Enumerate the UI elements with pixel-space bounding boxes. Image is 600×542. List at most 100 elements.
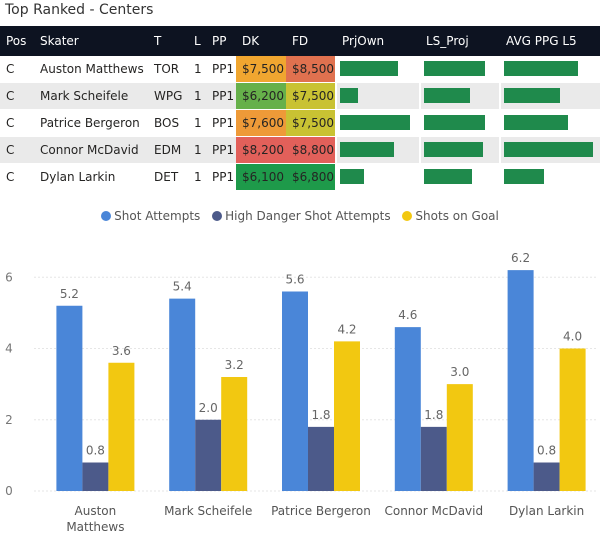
cell-ls_proj: [419, 56, 500, 83]
salary-value: $6,100: [242, 170, 284, 184]
data-label: 1.8: [311, 408, 330, 422]
x-tick-label: Dylan Larkin: [509, 504, 584, 518]
cell-prjown: [335, 56, 420, 83]
table-row[interactable]: C Auston Matthews TOR 1 PP1 $7,500 $8,500: [0, 56, 600, 83]
cell-team: WPG: [148, 82, 188, 110]
col-header-team[interactable]: T: [148, 26, 188, 56]
cell-fd-salary: $7,500: [286, 109, 336, 137]
cell-pp: PP1: [206, 56, 236, 83]
ls-proj-bar: [424, 88, 470, 103]
data-label: 0.8: [537, 444, 556, 458]
prjown-bar: [340, 61, 399, 76]
cell-team: DET: [148, 163, 188, 191]
prjown-bar: [340, 142, 394, 157]
chart-legend: Shot Attempts High Danger Shot Attempts …: [0, 209, 600, 223]
cell-prjown: [335, 136, 420, 164]
prjown-bar: [340, 169, 364, 184]
data-label: 3.2: [225, 358, 244, 372]
bar-high-danger-shot-attempts: [82, 462, 109, 491]
avg-ppg-bar: [504, 88, 561, 103]
avg-ppg-bar: [504, 115, 569, 130]
data-label: 4.6: [398, 308, 417, 322]
col-header-skater[interactable]: Skater: [34, 26, 148, 56]
x-tick-label: Mark Scheifele: [164, 504, 252, 518]
salary-value: $6,200: [242, 89, 284, 103]
bar-shots-on-goal: [221, 377, 248, 491]
cell-pos: C: [0, 109, 34, 137]
avg-ppg-bar: [504, 169, 545, 184]
cell-ls_proj: [419, 109, 500, 137]
cell-fd-salary: $7,500: [286, 82, 336, 110]
ls-proj-bar: [424, 61, 485, 76]
cell-ls_proj: [419, 163, 500, 191]
cell-dk-salary: $6,200: [236, 82, 286, 110]
data-label: 5.6: [285, 273, 304, 287]
legend-label: Shot Attempts: [114, 209, 201, 223]
cell-team: EDM: [148, 136, 188, 164]
cell-prjown: [335, 163, 420, 191]
table-row[interactable]: C Connor McDavid EDM 1 PP1 $8,200 $8,800: [0, 136, 600, 164]
table-row[interactable]: C Mark Scheifele WPG 1 PP1 $6,200 $7,500: [0, 82, 600, 110]
bar-shots-on-goal: [446, 384, 473, 491]
col-header-ls-proj[interactable]: LS_Proj: [420, 26, 500, 56]
salary-value: $8,500: [292, 62, 334, 76]
col-header-dk[interactable]: DK: [236, 26, 286, 56]
salary-value: $8,800: [292, 143, 334, 157]
col-header-pos[interactable]: Pos: [0, 26, 34, 56]
cell-line: 1: [188, 136, 206, 164]
cell-avg_ppg: [499, 82, 600, 110]
y-tick-label: 0: [5, 484, 13, 498]
legend-item-high-danger[interactable]: High Danger Shot Attempts: [212, 209, 391, 223]
bar-shot-attempts: [282, 291, 308, 491]
table-row[interactable]: C Dylan Larkin DET 1 PP1 $6,100 $6,800: [0, 163, 600, 191]
legend-dot-icon: [101, 211, 112, 221]
ls-proj-bar: [424, 115, 486, 130]
x-tick-label: Matthews: [66, 520, 124, 534]
cell-skater: Mark Scheifele: [34, 82, 148, 110]
x-tick-label: Connor McDavid: [384, 504, 483, 518]
cell-line: 1: [188, 109, 206, 137]
cell-line: 1: [188, 82, 206, 110]
bar-high-danger-shot-attempts: [420, 426, 447, 491]
prjown-bar: [340, 115, 410, 130]
prjown-bar: [340, 88, 359, 103]
bar-shots-on-goal: [334, 341, 360, 491]
legend-label: High Danger Shot Attempts: [225, 209, 391, 223]
cell-pos: C: [0, 136, 34, 164]
cell-pos: C: [0, 82, 34, 110]
cell-prjown: [335, 82, 420, 110]
x-tick-label: Patrice Bergeron: [271, 504, 371, 518]
data-label: 4.0: [563, 330, 582, 344]
cell-skater: Dylan Larkin: [34, 163, 148, 191]
col-header-line[interactable]: L: [188, 26, 206, 56]
col-header-avg-ppg[interactable]: AVG PPG L5: [500, 26, 600, 56]
bar-high-danger-shot-attempts: [533, 462, 560, 491]
salary-value: $8,200: [242, 143, 284, 157]
ls-proj-bar: [424, 142, 484, 157]
bar-shots-on-goal: [108, 362, 135, 491]
cell-pos: C: [0, 163, 34, 191]
bar-high-danger-shot-attempts: [308, 426, 334, 491]
bar-shot-attempts: [169, 298, 196, 491]
cell-avg_ppg: [499, 163, 600, 191]
table-row[interactable]: C Patrice Bergeron BOS 1 PP1 $7,600 $7,500: [0, 109, 600, 137]
data-label: 3.0: [450, 365, 469, 379]
data-label: 0.8: [86, 444, 105, 458]
col-header-pp[interactable]: PP: [206, 26, 236, 56]
bar-shot-attempts: [56, 305, 83, 491]
cell-ls_proj: [419, 136, 500, 164]
cell-dk-salary: $7,500: [236, 56, 286, 83]
legend-item-shot-attempts[interactable]: Shot Attempts: [101, 209, 200, 223]
cell-avg_ppg: [499, 136, 600, 164]
col-header-prjown[interactable]: PrjOwn: [336, 26, 420, 56]
salary-value: $7,500: [292, 116, 334, 130]
col-header-fd[interactable]: FD: [286, 26, 336, 56]
legend-dot-icon: [212, 211, 223, 221]
legend-item-shots-on-goal[interactable]: Shots on Goal: [402, 209, 499, 223]
salary-value: $6,800: [292, 170, 334, 184]
salary-value: $7,600: [242, 116, 284, 130]
bar-high-danger-shot-attempts: [195, 419, 222, 491]
bar-shot-attempts: [507, 270, 534, 491]
cell-team: TOR: [148, 56, 188, 83]
cell-prjown: [335, 109, 420, 137]
